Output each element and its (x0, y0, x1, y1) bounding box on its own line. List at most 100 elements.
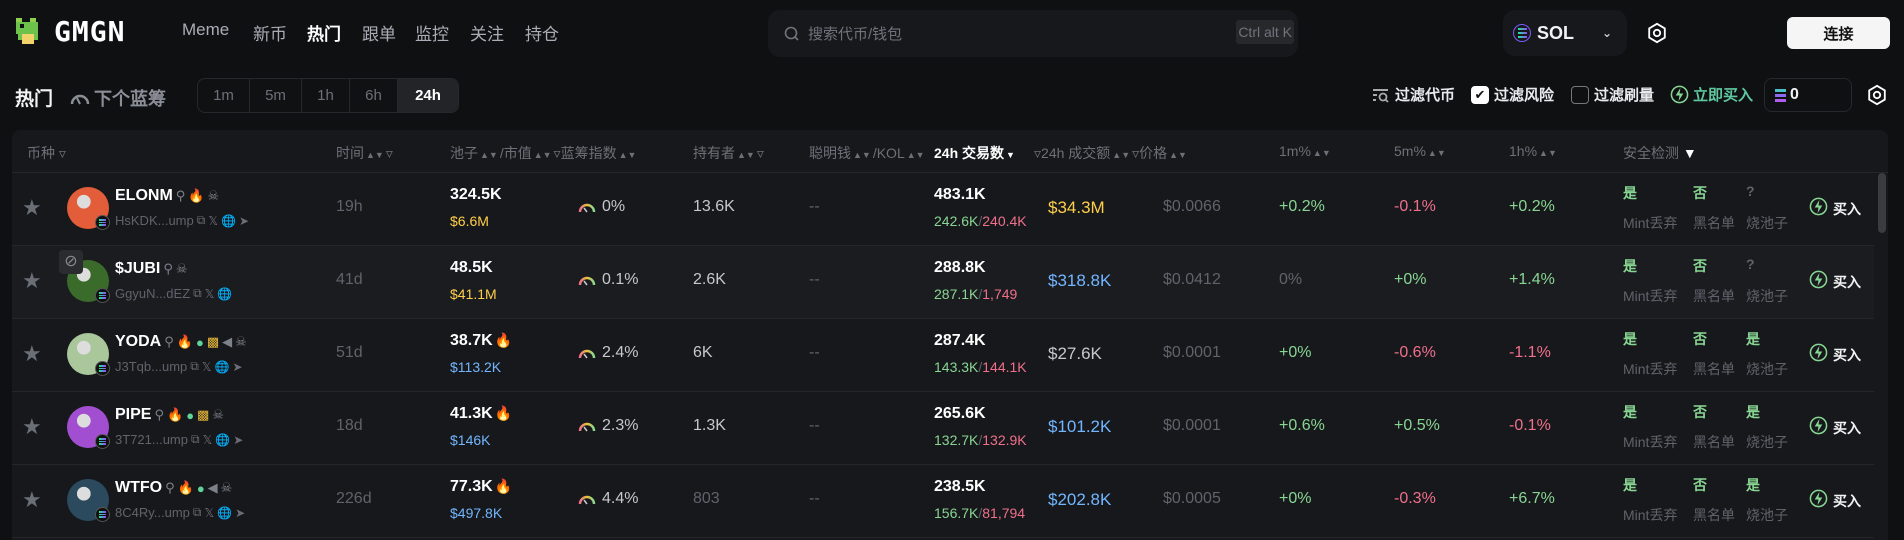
hide-token-icon[interactable]: ⊘ (59, 250, 83, 274)
filter-icon[interactable]: ▿ (385, 145, 393, 161)
web-icon[interactable]: 🌐 (215, 432, 231, 447)
sort-desc-icon[interactable]: ▼ (1006, 150, 1015, 160)
tab-24h[interactable]: 24h (398, 79, 458, 112)
col-pool[interactable]: 池子 ▲▼/市值 ▲▼ ▿蓝筹指数 ▲▼ (450, 143, 638, 163)
filter-tokens-button[interactable]: 过滤代币 (1372, 84, 1455, 105)
table-row[interactable]: ★ YODA ⚲ 🔥 ● ▩ ◀ ☠ J3Tqb...ump ⧉ 𝕏 🌐 ➤ 51d 38.7K 🔥 $113.… (12, 319, 1874, 392)
telegram-icon[interactable]: ➤ (232, 359, 243, 374)
search-icon[interactable]: ⚲ (154, 407, 164, 422)
settings-hex-icon[interactable] (1866, 84, 1888, 106)
logo[interactable]: GMGN (12, 14, 125, 48)
search-icon[interactable]: ⚲ (164, 334, 174, 349)
filter-icon[interactable]: ▿ (58, 145, 66, 161)
sort-icon[interactable]: ▲▼ (533, 150, 552, 160)
table-row[interactable]: ★ ⊘ $JUBI ⚲ ☠ GgyuN...dEZ ⧉ 𝕏 🌐 41d 48.5K $41.1M 0.1… (12, 246, 1874, 319)
sort-icon[interactable]: ▲▼ (1169, 150, 1187, 160)
x-icon[interactable]: 𝕏 (202, 432, 213, 447)
chain-selector[interactable]: SOL ⌄ (1503, 10, 1627, 56)
token-avatar[interactable]: ⊘ (59, 250, 110, 303)
col-holders[interactable]: 持有者 ▲▼ ▿ (693, 143, 764, 163)
filter-icon[interactable]: ▿ (1034, 145, 1042, 161)
token-avatar[interactable] (67, 479, 110, 522)
nav-copytrade[interactable]: 跟单 (362, 25, 396, 44)
search-input[interactable]: 搜索代币/钱包 Ctrl alt K (768, 10, 1298, 57)
quick-buy-toggle[interactable]: 立即买入 (1670, 84, 1753, 105)
connect-button[interactable]: 连接 (1787, 17, 1890, 49)
col-volume[interactable]: ▿24h 成交额 ▲▼ ▿价格 ▲▼ (1034, 143, 1189, 163)
telegram-icon[interactable]: ➤ (235, 505, 246, 520)
x-icon[interactable]: 𝕏 (204, 286, 215, 301)
telegram-icon[interactable]: ➤ (233, 432, 244, 447)
sort-icon[interactable]: ▲▼ (1112, 150, 1131, 160)
col-safety[interactable]: 安全检测 ▼ (1623, 143, 1697, 163)
scrollbar[interactable] (1878, 173, 1886, 233)
filter-risk-checkbox[interactable]: ✔ 过滤风险 (1471, 84, 1554, 105)
col-5m[interactable]: 5m% ▲▼ (1394, 143, 1448, 159)
filter-icon[interactable]: ▿ (1132, 145, 1140, 161)
tab-1h[interactable]: 1h (302, 79, 350, 112)
checkbox-checked-icon[interactable]: ✔ (1471, 85, 1489, 104)
settings-hex-icon[interactable] (1646, 22, 1668, 44)
search-icon[interactable]: ⚲ (163, 261, 173, 276)
star-icon[interactable]: ★ (22, 341, 42, 366)
tab-5m[interactable]: 5m (250, 79, 302, 112)
nav-new[interactable]: 新币 (253, 25, 287, 44)
nav-follow[interactable]: 关注 (470, 25, 504, 44)
filter-icon[interactable]: ▿ (756, 145, 764, 161)
filter-icon[interactable]: ▿ (553, 145, 561, 161)
tab-6h[interactable]: 6h (350, 79, 398, 112)
star-icon[interactable]: ★ (22, 268, 42, 293)
nav-trending[interactable]: 热门 (307, 25, 341, 44)
star-icon[interactable]: ★ (22, 195, 42, 220)
copy-icon[interactable]: ⧉ (192, 505, 202, 519)
col-1m[interactable]: 1m% ▲▼ (1279, 143, 1333, 159)
x-icon[interactable]: 𝕏 (204, 505, 215, 520)
x-icon[interactable]: 𝕏 (201, 359, 212, 374)
sort-icon[interactable]: ▲▼ (1539, 148, 1557, 158)
col-age[interactable]: 时间 ▲▼ ▿ (336, 143, 393, 163)
telegram-icon[interactable]: ➤ (238, 213, 250, 228)
buy-button[interactable]: 买入 (1809, 416, 1861, 440)
copy-icon[interactable]: ⧉ (193, 286, 202, 300)
filter-wash-checkbox[interactable]: 过滤刷量 (1571, 84, 1654, 105)
token-avatar[interactable] (67, 333, 110, 376)
star-icon[interactable]: ★ (22, 487, 42, 512)
sort-icon[interactable]: ▲▼ (366, 150, 384, 160)
token-avatar[interactable] (67, 406, 110, 449)
checkbox-unchecked-icon[interactable] (1571, 85, 1589, 104)
star-icon[interactable]: ★ (22, 414, 42, 439)
nav-monitor[interactable]: 监控 (415, 25, 449, 44)
sort-icon[interactable]: ▲▼ (853, 150, 871, 160)
sort-icon[interactable]: ▲▼ (480, 150, 498, 160)
web-icon[interactable]: 🌐 (217, 286, 233, 301)
buy-button[interactable]: 买入 (1809, 343, 1861, 367)
sort-icon[interactable]: ▲▼ (1427, 148, 1446, 158)
next-bluechip-link[interactable]: 下个蓝筹 (70, 85, 166, 111)
copy-icon[interactable]: ⧉ (190, 359, 199, 373)
web-icon[interactable]: 🌐 (214, 359, 230, 374)
col-1h[interactable]: 1h% ▲▼ (1509, 143, 1559, 159)
nav-holdings[interactable]: 持仓 (525, 25, 559, 44)
sort-icon[interactable]: ▲▼ (618, 150, 637, 160)
buy-button[interactable]: 买入 (1809, 197, 1861, 221)
token-avatar[interactable] (67, 187, 110, 230)
search-icon[interactable]: ⚲ (165, 480, 175, 495)
table-row[interactable]: ★ ELONM ⚲ 🔥 ☠ HsKDK...ump ⧉ 𝕏 🌐 ➤ 19h 324.5K $6.6M 0%… (12, 173, 1874, 246)
buy-button[interactable]: 买入 (1809, 489, 1861, 513)
col-token[interactable]: 币种 ▿ (27, 143, 66, 163)
col-smart-money[interactable]: 聪明钱 ▲▼/KOL ▲▼ (809, 143, 927, 163)
x-icon[interactable]: 𝕏 (208, 213, 218, 228)
sort-icon[interactable]: ▲▼ (1312, 148, 1331, 158)
sort-icon[interactable]: ▲▼ (906, 150, 925, 160)
quick-buy-amount-input[interactable]: 0 (1764, 78, 1852, 112)
copy-icon[interactable]: ⧉ (196, 213, 206, 227)
copy-icon[interactable]: ⧉ (191, 432, 200, 446)
filter-filled-icon[interactable]: ▼ (1682, 145, 1697, 161)
search-icon[interactable]: ⚲ (175, 188, 186, 203)
web-icon[interactable]: 🌐 (221, 213, 236, 228)
table-row[interactable]: ★ PIPE ⚲ 🔥 ● ▩ ☠ 3T721...ump ⧉ 𝕏 🌐 ➤ 18d 41.3K 🔥 $146K 2… (12, 392, 1874, 465)
buy-button[interactable]: 买入 (1809, 270, 1861, 294)
sort-icon[interactable]: ▲▼ (737, 150, 755, 160)
web-icon[interactable]: 🌐 (217, 505, 233, 520)
nav-meme[interactable]: Meme (182, 20, 230, 39)
